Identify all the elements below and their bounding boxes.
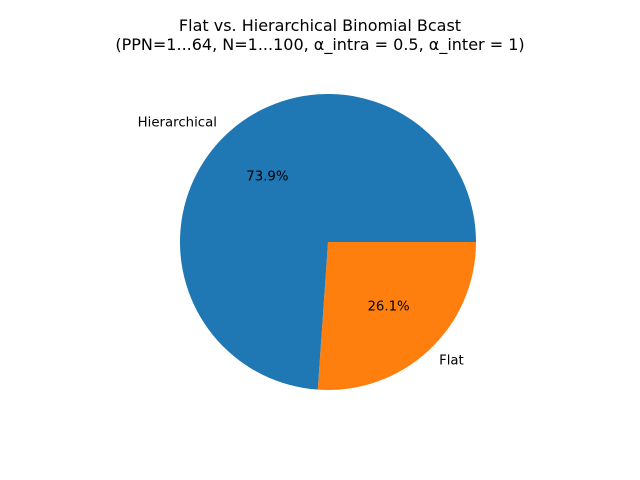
chart-title: Flat vs. Hierarchical Binomial Bcast [178, 16, 462, 35]
slice-pct-label-hierarchical: 73.9% [246, 170, 288, 185]
slice-label-hierarchical: Hierarchical [138, 115, 217, 130]
pie-slice-hierarchical [180, 94, 477, 390]
slice-label-flat: Flat [439, 354, 464, 369]
chart-subtitle: (PPN=1...64, N=1...100, α_intra = 0.5, α… [115, 35, 525, 54]
slice-pct-label-flat: 26.1% [367, 299, 409, 314]
pie-slice-flat [317, 242, 476, 390]
